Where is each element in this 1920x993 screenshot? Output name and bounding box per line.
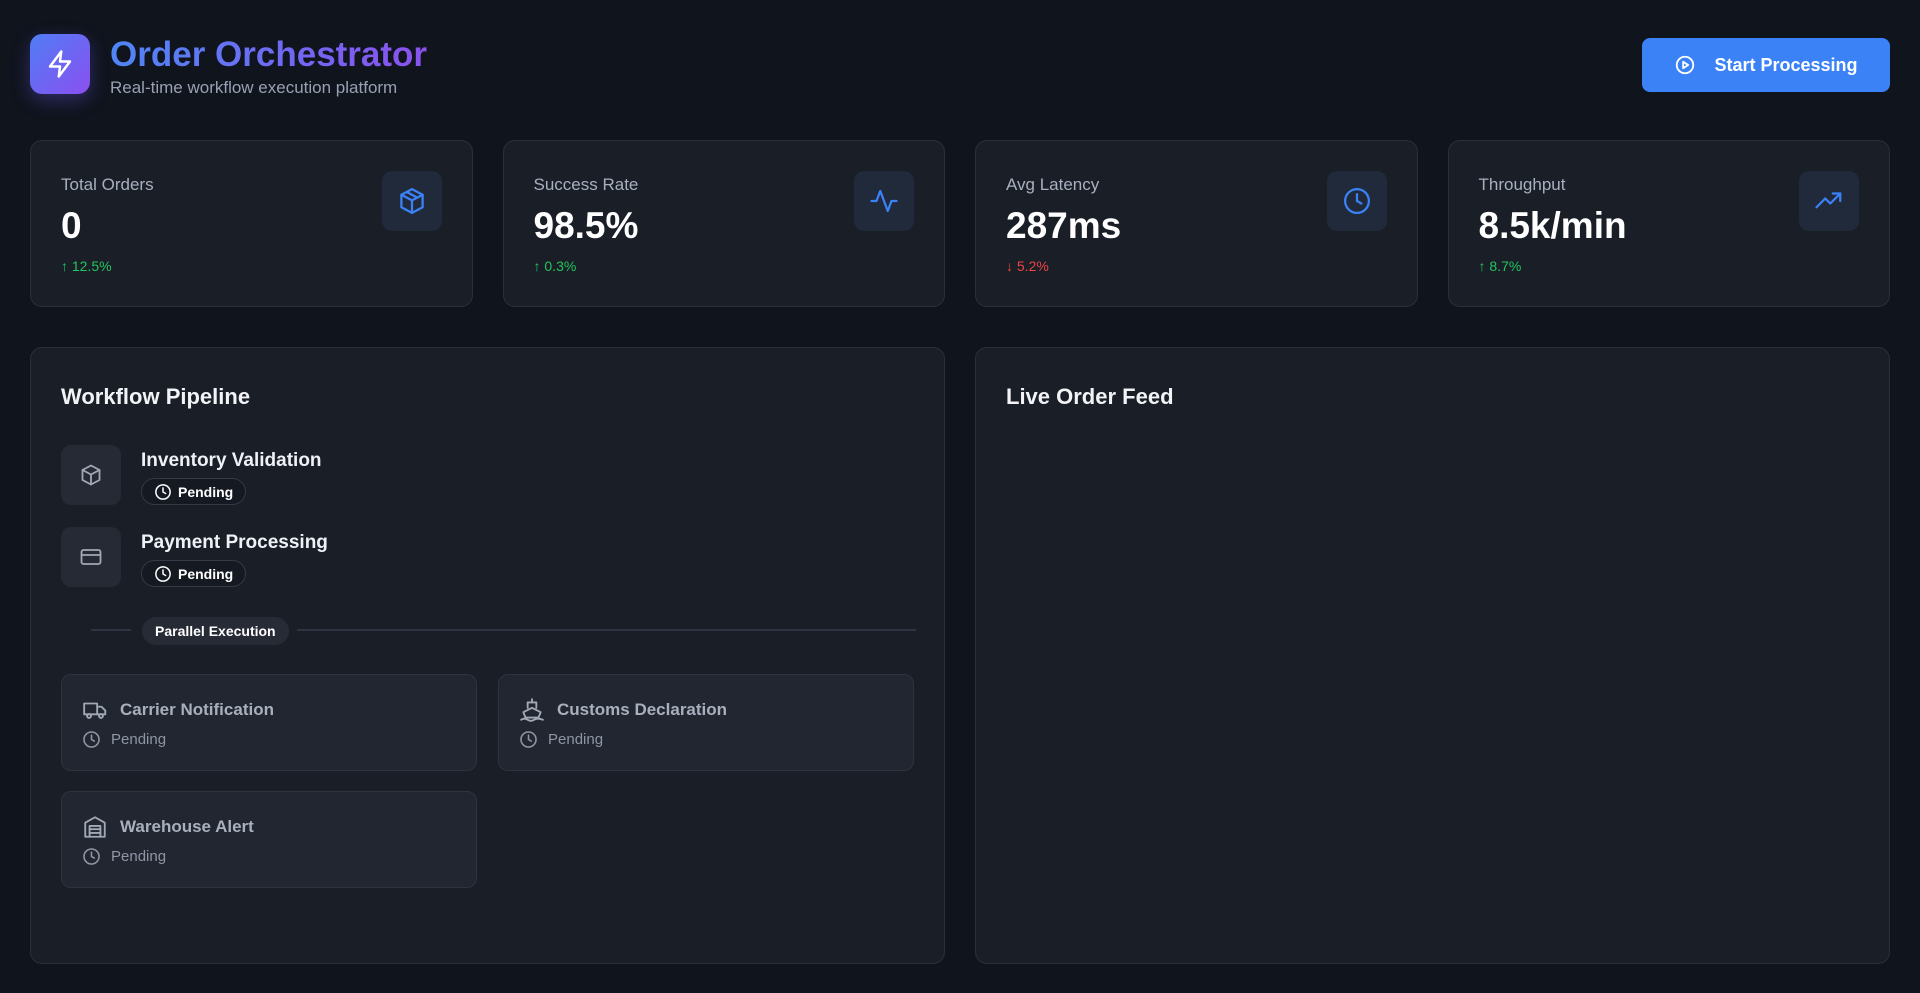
- stat-card-success-rate: Success Rate 98.5% ↑ 0.3%: [502, 140, 945, 307]
- status-badge: Pending: [141, 478, 247, 505]
- clock-icon: [520, 731, 537, 748]
- truck-icon: [83, 702, 107, 719]
- clock-icon: [83, 848, 100, 865]
- panel-title: Workflow Pipeline: [61, 384, 251, 409]
- parallel-divider-right: [297, 629, 916, 631]
- clock-icon: [155, 483, 171, 500]
- status-badge: Pending: [141, 560, 247, 587]
- lightning-icon: [48, 50, 72, 78]
- stat-card-throughput: Throughput 8.5k/min ↑ 8.7%: [1447, 140, 1890, 307]
- clock-icon: [83, 731, 100, 748]
- ship-icon: [520, 698, 544, 722]
- app-subtitle: Real-time workflow execution platform: [110, 78, 398, 97]
- stats-row: Total Orders 0 ↑ 12.5% Success Rate 98.5…: [30, 140, 1890, 307]
- step-icon-box: [61, 527, 121, 587]
- task-status: Pending: [82, 730, 166, 749]
- task-head: Warehouse Alert: [82, 814, 254, 840]
- task-status: Pending: [82, 847, 166, 866]
- task-head: Customs Declaration: [519, 697, 727, 723]
- stat-icon-box: [1799, 171, 1859, 231]
- stat-change: ↑ 0.3%: [533, 258, 577, 274]
- play-circle-icon: [1676, 55, 1695, 75]
- stat-value: 287ms: [1006, 205, 1122, 246]
- step-icon-box: [61, 445, 121, 505]
- task-name: Carrier Notification: [120, 700, 274, 719]
- package-icon: [81, 464, 101, 486]
- step-name: Payment Processing: [141, 532, 328, 553]
- start-processing-button[interactable]: Start Processing: [1642, 38, 1890, 92]
- header: Order Orchestrator Real-time workflow ex…: [30, 34, 1890, 97]
- activity-icon: [870, 189, 898, 213]
- task-name: Customs Declaration: [557, 700, 728, 719]
- status-text: Pending: [178, 565, 234, 582]
- pipeline-step-inventory-validation[interactable]: Inventory Validation Pending: [61, 445, 481, 505]
- step-name: Inventory Validation: [141, 450, 322, 471]
- pipeline-step-payment-processing[interactable]: Payment Processing Pending: [61, 527, 481, 587]
- task-name: Warehouse Alert: [120, 817, 254, 836]
- workflow-pipeline-panel: Workflow Pipeline Inventory Validation P…: [30, 347, 945, 964]
- stat-icon-box: [381, 171, 442, 231]
- package-icon: [399, 188, 424, 214]
- stat-label: Avg Latency: [1006, 175, 1100, 194]
- parallel-execution-label: Parallel Execution: [142, 617, 289, 645]
- task-status: Pending: [519, 730, 603, 749]
- credit-card-icon: [80, 549, 102, 565]
- clock-icon: [1343, 188, 1370, 214]
- status-text: Pending: [548, 731, 604, 748]
- stat-value: 0: [61, 205, 82, 246]
- parallel-task-carrier-notification[interactable]: Carrier Notification Pending: [61, 674, 477, 771]
- logo: [30, 34, 90, 94]
- clock-icon: [155, 565, 171, 582]
- stat-icon-box: [854, 171, 914, 231]
- stat-label: Throughput: [1478, 175, 1566, 194]
- parallel-task-customs-declaration[interactable]: Customs Declaration Pending: [498, 674, 914, 771]
- stat-change: ↑ 8.7%: [1478, 258, 1522, 274]
- stat-value: 98.5%: [533, 205, 639, 246]
- stat-change: ↓ 5.2%: [1006, 258, 1049, 274]
- stat-card-avg-latency: Avg Latency 287ms ↓ 5.2%: [975, 140, 1418, 307]
- parallel-divider-left: [91, 629, 131, 631]
- stat-card-total-orders: Total Orders 0 ↑ 12.5%: [30, 140, 473, 307]
- trending-up-icon: [1815, 192, 1842, 209]
- live-order-feed-panel: Live Order Feed: [975, 347, 1890, 964]
- stat-label: Total Orders: [61, 175, 154, 194]
- stat-icon-box: [1326, 171, 1387, 231]
- task-head: Carrier Notification: [82, 697, 274, 723]
- status-text: Pending: [178, 483, 234, 500]
- parallel-task-warehouse-alert[interactable]: Warehouse Alert Pending: [61, 791, 477, 888]
- status-text: Pending: [111, 848, 167, 865]
- status-text: Pending: [111, 731, 167, 748]
- stat-label: Success Rate: [533, 175, 639, 194]
- stat-change: ↑ 12.5%: [61, 258, 112, 274]
- start-processing-label: Start Processing: [1714, 54, 1858, 75]
- app-title: Order Orchestrator: [110, 35, 428, 74]
- stat-value: 8.5k/min: [1478, 205, 1627, 246]
- warehouse-icon: [84, 816, 106, 838]
- panel-title: Live Order Feed: [1006, 384, 1174, 409]
